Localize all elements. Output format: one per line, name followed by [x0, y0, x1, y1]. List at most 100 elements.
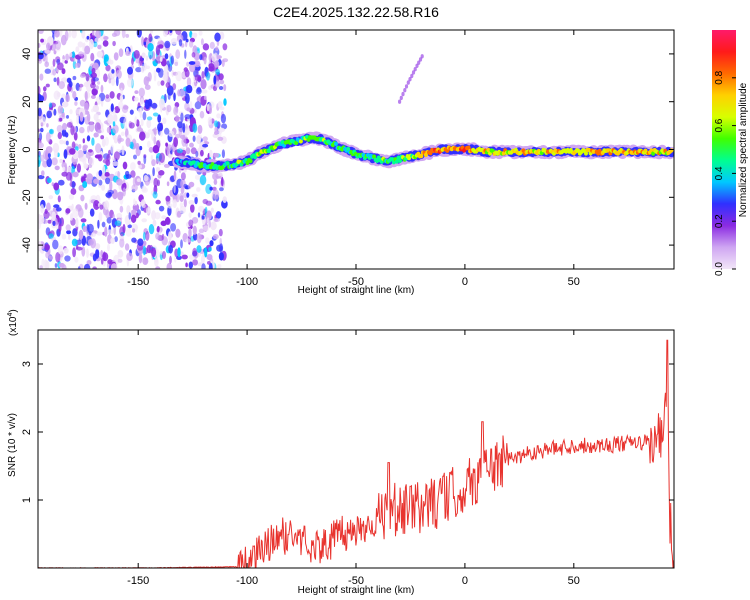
heatmap-noise-cell — [59, 139, 64, 145]
heatmap-noise-cell — [78, 83, 84, 88]
heatmap-noise-cell — [100, 84, 104, 93]
heatmap-noise-cell — [149, 30, 153, 35]
heatmap-noise-cell — [79, 99, 86, 107]
heatmap-noise-cell — [59, 158, 63, 164]
heatmap-noise-cell — [71, 51, 76, 59]
heatmap-noise-cell — [91, 30, 95, 36]
heatmap-noise-cell — [63, 149, 68, 159]
heatmap-noise-cell — [133, 96, 139, 102]
heatmap-noise-cell — [135, 225, 138, 233]
heatmap-noise-cell — [166, 104, 172, 113]
heatmap-noise-cell — [55, 251, 61, 263]
heatmap-noise-cell — [139, 131, 146, 141]
heatmap-noise-cell — [214, 32, 221, 42]
spectrogram-x-ticks: -150 -100 -50 0 50 — [127, 30, 580, 288]
heatmap-noise-cell — [168, 231, 172, 242]
heatmap-noise-cell — [82, 225, 87, 233]
heatmap-noise-cell — [38, 95, 44, 103]
heatmap-noise-cell — [223, 98, 227, 106]
heatmap-noise-cell — [55, 40, 61, 51]
heatmap-noise-cell — [90, 52, 95, 62]
heatmap-noise-cell — [40, 38, 44, 43]
heatmap-noise-cell — [184, 127, 188, 138]
heatmap-noise-cell — [101, 221, 106, 228]
heatmap-noise-cell — [168, 153, 173, 159]
heatmap-noise-cell — [78, 144, 82, 149]
heatmap-noise-cell — [78, 86, 82, 92]
heatmap-noise-cell — [144, 132, 150, 139]
x-tick-label: -50 — [348, 276, 364, 288]
heatmap-noise-cell — [91, 88, 98, 96]
heatmap-noise-cell — [152, 219, 157, 227]
heatmap-noise-cell — [79, 73, 86, 78]
heatmap-noise-cell — [137, 164, 143, 169]
heatmap-noise-cell — [75, 46, 80, 53]
heatmap-noise-cell — [127, 66, 133, 75]
heatmap-noise-cell — [68, 80, 73, 88]
heatmap-noise-cell — [117, 258, 123, 263]
heatmap-noise-cell — [130, 214, 137, 223]
heatmap-noise-cell — [63, 247, 69, 254]
heatmap-noise-cell — [89, 74, 93, 78]
colorbar-tick-label: 0.8 — [714, 70, 725, 84]
heatmap-noise-cell — [218, 228, 223, 237]
snr-x-axis-label: Height of straight line (km) — [298, 585, 415, 596]
heatmap-ridge-cell — [248, 158, 253, 164]
heatmap-noise-cell — [200, 149, 204, 157]
heatmap-noise-cell — [157, 122, 163, 132]
heatmap-noise-cell — [92, 77, 100, 82]
heatmap-noise-cell — [69, 148, 76, 155]
heatmap-noise-cell — [103, 36, 109, 40]
heatmap-noise-cell — [130, 162, 136, 171]
heatmap-noise-cell — [82, 145, 87, 152]
heatmap-noise-cell — [120, 87, 123, 97]
heatmap-noise-cell — [44, 208, 48, 215]
heatmap-noise-cell — [199, 110, 205, 119]
heatmap-noise-cell — [159, 130, 163, 137]
heatmap-noise-cell — [119, 94, 124, 103]
snr-y-multiplier: (x104) — [7, 309, 19, 336]
heatmap-noise-cell — [157, 80, 161, 87]
heatmap-noise-cell — [105, 177, 111, 185]
heatmap-noise-cell — [117, 171, 120, 179]
heatmap-noise-cell — [178, 39, 183, 47]
heatmap-noise-cell — [72, 208, 79, 219]
heatmap-noise-cell — [54, 263, 58, 268]
heatmap-noise-cell — [120, 131, 125, 136]
heatmap-noise-cell — [125, 51, 131, 56]
heatmap-noise-cell — [209, 105, 212, 115]
heatmap-noise-cell — [143, 174, 149, 182]
heatmap-noise-cell — [155, 199, 161, 205]
heatmap-ridge-cell — [419, 153, 424, 159]
heatmap-noise-cell — [129, 122, 135, 129]
x-tick-label: 0 — [462, 276, 468, 288]
heatmap-noise-cell — [126, 252, 133, 261]
heatmap-noise-cell — [53, 90, 60, 100]
heatmap-noise-cell — [119, 82, 125, 91]
heatmap-noise-cell — [65, 53, 69, 61]
heatmap-noise-cell — [169, 189, 174, 197]
heatmap-noise-cell — [93, 200, 100, 210]
heatmap-noise-cell — [61, 101, 69, 108]
heatmap-noise-cell — [199, 174, 207, 186]
heatmap-noise-cell — [186, 107, 191, 112]
heatmap-noise-cell — [61, 58, 65, 64]
heatmap-noise-cell — [85, 151, 91, 159]
heatmap-noise-cell — [115, 76, 119, 87]
colorbar-label: Normalized spectral amplitude — [738, 82, 749, 217]
heatmap-noise-cell — [97, 219, 100, 229]
heatmap-noise-cell — [136, 178, 141, 183]
spectrogram-x-axis-label: Height of straight line (km) — [298, 285, 415, 296]
heatmap-noise-cell — [88, 121, 95, 132]
heatmap-noise-cell — [64, 30, 69, 42]
heatmap-noise-cell — [46, 110, 52, 119]
heatmap-noise-cell — [72, 75, 77, 81]
heatmap-noise-cell — [186, 84, 193, 94]
heatmap-noise-cell — [86, 135, 91, 142]
heatmap-noise-cell — [173, 92, 176, 102]
heatmap-noise-cell — [200, 79, 207, 90]
heatmap-noise-cell — [66, 230, 72, 235]
heatmap-noise-cell — [107, 243, 110, 252]
heatmap-noise-cell — [146, 119, 152, 129]
heatmap-noise-cell — [196, 187, 201, 192]
